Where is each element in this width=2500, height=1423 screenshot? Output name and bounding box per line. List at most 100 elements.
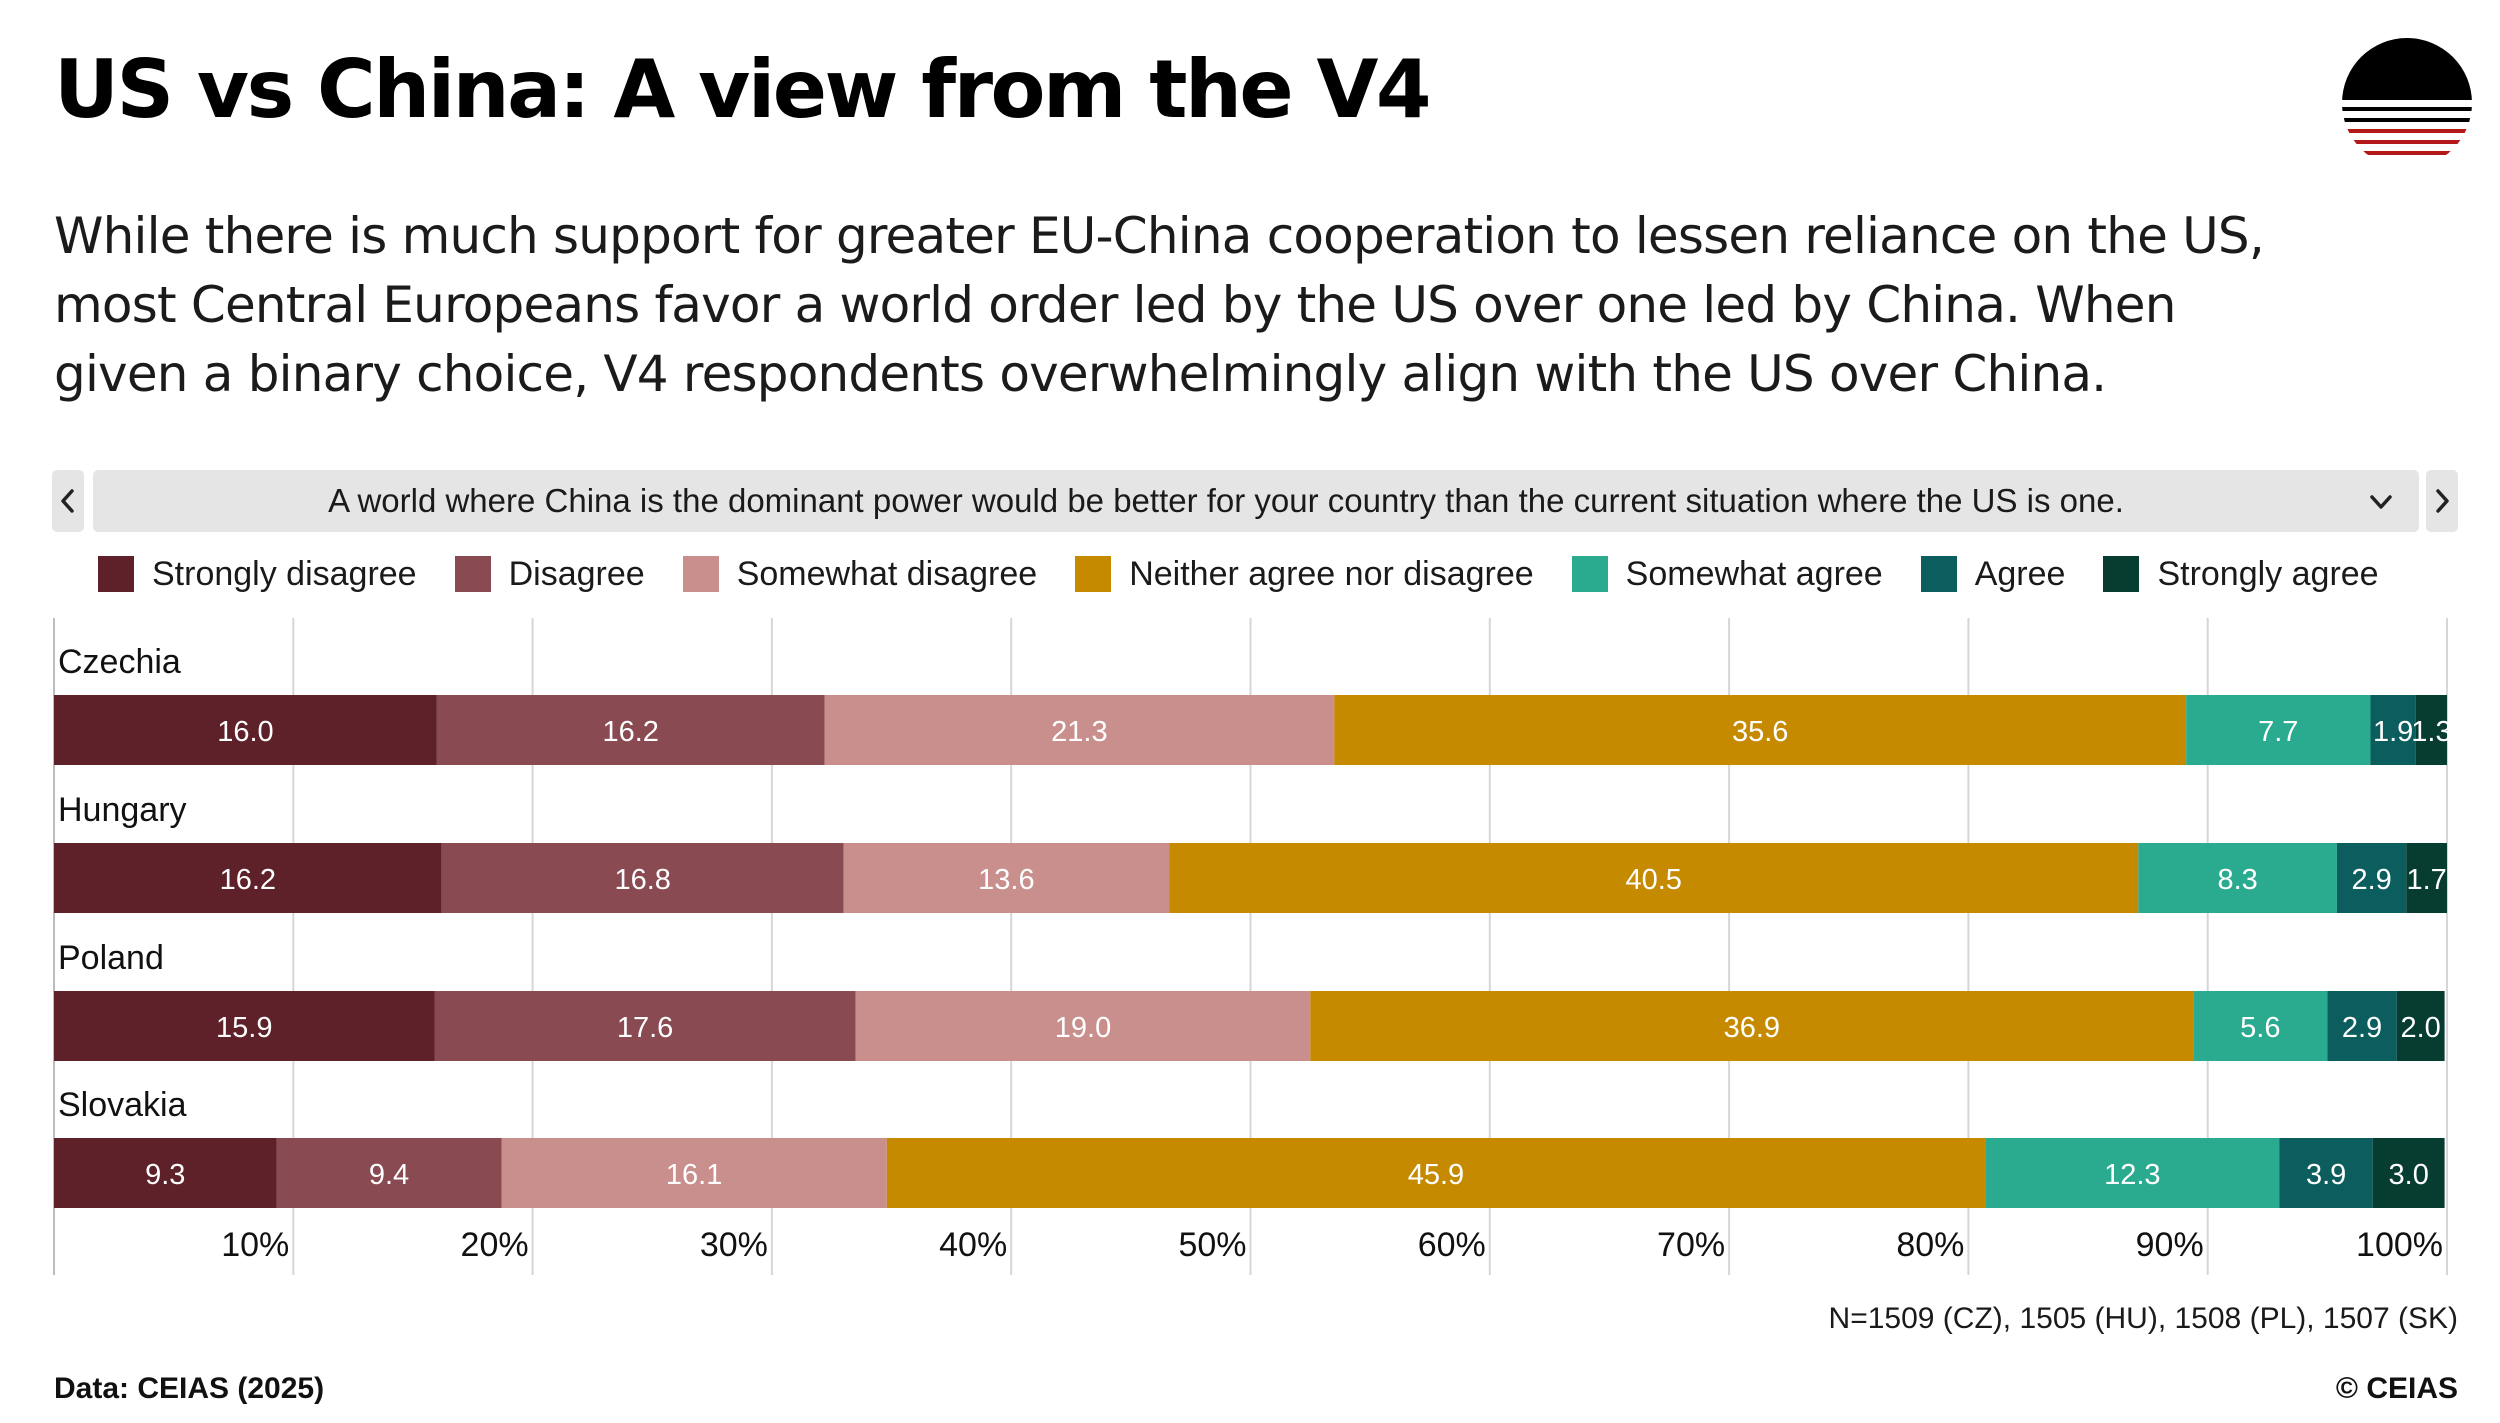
bar-segment bbox=[1310, 991, 2194, 1061]
data-source: Data: CEIAS (2025) bbox=[54, 1372, 325, 1405]
data-label: 12.3 bbox=[2104, 1159, 2160, 1191]
x-tick-label: 90% bbox=[2136, 1226, 2204, 1264]
data-label: 21.3 bbox=[1051, 716, 1107, 748]
country-label: Slovakia bbox=[58, 1086, 187, 1124]
data-label: 1.7 bbox=[2406, 864, 2446, 896]
legend-swatch bbox=[2103, 556, 2140, 592]
data-label: 16.2 bbox=[602, 716, 658, 748]
bar-segment bbox=[54, 695, 437, 765]
bar-segment bbox=[2415, 695, 2447, 765]
data-label: 16.8 bbox=[614, 864, 670, 896]
data-label: 19.0 bbox=[1055, 1012, 1111, 1044]
data-label: 13.6 bbox=[978, 864, 1034, 896]
chart-subtitle: While there is much support for greater … bbox=[54, 207, 2265, 403]
selected-question-text: A world where China is the dominant powe… bbox=[328, 482, 2124, 519]
stacked-bar-chart: Czechia 16.0 16.2 21.3 35.6 7.7 1.91.3 Hungary 1… bbox=[53, 618, 2452, 1275]
bar-segment bbox=[2396, 991, 2445, 1061]
data-label: 9.3 bbox=[145, 1159, 185, 1191]
bar-segment bbox=[276, 1138, 502, 1208]
bar-segment bbox=[54, 1138, 277, 1208]
legend-item[interactable]: Disagree bbox=[454, 554, 645, 594]
bar-segment bbox=[843, 843, 1170, 913]
legend-swatch bbox=[1571, 556, 1608, 592]
data-label: 8.3 bbox=[2217, 864, 2257, 896]
legend-item[interactable]: Somewhat agree bbox=[1571, 554, 1883, 594]
bar-segment bbox=[1169, 843, 2139, 913]
bar-segment bbox=[54, 843, 442, 913]
legend-label: Somewhat agree bbox=[1625, 554, 1883, 593]
x-tick-label: 10% bbox=[221, 1226, 289, 1264]
legend-item[interactable]: Agree bbox=[1920, 554, 2066, 594]
x-tick-label: 20% bbox=[461, 1226, 529, 1264]
data-label: 3.9 bbox=[2306, 1159, 2346, 1191]
x-tick-label: 100% bbox=[2356, 1226, 2443, 1264]
bar-segment bbox=[2193, 991, 2328, 1061]
legend-label: Strongly disagree bbox=[152, 554, 417, 593]
bar-segment bbox=[855, 991, 1311, 1061]
bar-segment bbox=[501, 1138, 887, 1208]
data-label: 1.9 bbox=[2373, 716, 2413, 748]
chart-legend: Strongly disagree Disagree Somewhat disa… bbox=[98, 551, 2458, 597]
country-label: Poland bbox=[58, 939, 164, 977]
legend-label: Agree bbox=[1974, 554, 2066, 593]
bar-segment bbox=[2279, 1138, 2373, 1208]
legend-label: Somewhat disagree bbox=[736, 554, 1038, 593]
x-tick-label: 30% bbox=[700, 1226, 768, 1264]
legend-label: Neither agree nor disagree bbox=[1129, 554, 1534, 593]
data-label: 16.0 bbox=[217, 716, 273, 748]
country-label: Czechia bbox=[58, 643, 181, 681]
chevron-down-icon bbox=[2370, 495, 2392, 509]
legend-swatch bbox=[1075, 556, 1112, 592]
bar-segment bbox=[1985, 1138, 2280, 1208]
legend-item[interactable]: Neither agree nor disagree bbox=[1075, 554, 1534, 594]
chart-title: US vs China: A view from the V4 bbox=[54, 43, 1432, 136]
x-tick-label: 40% bbox=[939, 1226, 1007, 1264]
data-label: 35.6 bbox=[1732, 716, 1788, 748]
legend-swatch bbox=[454, 556, 491, 592]
bar-segment bbox=[441, 843, 844, 913]
chevron-right-icon bbox=[2436, 489, 2449, 513]
data-label: 16.1 bbox=[666, 1159, 722, 1191]
bar-segment bbox=[1334, 695, 2187, 765]
bar-segment bbox=[2186, 695, 2371, 765]
bar-segment bbox=[2370, 695, 2416, 765]
copyright-notice: © CEIAS bbox=[2335, 1372, 2458, 1405]
x-tick-label: 50% bbox=[1178, 1226, 1246, 1264]
data-label: 36.9 bbox=[1724, 1012, 1780, 1044]
data-label: 9.4 bbox=[369, 1159, 409, 1191]
x-tick-label: 60% bbox=[1418, 1226, 1486, 1264]
legend-item[interactable]: Somewhat disagree bbox=[682, 554, 1038, 594]
legend-label: Strongly agree bbox=[2157, 554, 2379, 593]
x-tick-label: 70% bbox=[1657, 1226, 1725, 1264]
bar-segment bbox=[434, 991, 856, 1061]
country-label: Hungary bbox=[58, 791, 187, 829]
data-label: 2.9 bbox=[2342, 1012, 2382, 1044]
data-label: 3.0 bbox=[2389, 1159, 2429, 1191]
legend-swatch bbox=[1920, 556, 1957, 592]
legend-swatch bbox=[98, 556, 134, 592]
previous-question-button[interactable] bbox=[52, 470, 84, 532]
bar-segment bbox=[2336, 843, 2407, 913]
data-label: 2.9 bbox=[2351, 864, 2391, 896]
next-question-button[interactable] bbox=[2426, 470, 2458, 532]
chevron-left-icon bbox=[61, 489, 74, 513]
bar-segment bbox=[436, 695, 825, 765]
ceias-logo-icon bbox=[2342, 38, 2472, 168]
legend-swatch bbox=[682, 556, 719, 592]
legend-label: Disagree bbox=[508, 554, 645, 593]
bar-segment bbox=[2327, 991, 2397, 1061]
data-label: 5.6 bbox=[2240, 1012, 2280, 1044]
bar-segment bbox=[2406, 843, 2447, 913]
data-label: 16.2 bbox=[220, 864, 276, 896]
sample-size-note: N=1509 (CZ), 1505 (HU), 1508 (PL), 1507 … bbox=[1828, 1302, 2458, 1335]
data-label: 2.0 bbox=[2401, 1012, 2441, 1044]
question-dropdown[interactable]: A world where China is the dominant powe… bbox=[93, 470, 2419, 532]
legend-item[interactable]: Strongly agree bbox=[2103, 554, 2379, 594]
data-label: 17.6 bbox=[617, 1012, 673, 1044]
data-label: 7.7 bbox=[2258, 716, 2298, 748]
data-label: 45.9 bbox=[1408, 1159, 1464, 1191]
bar-segment bbox=[886, 1138, 1986, 1208]
bar-segment bbox=[2372, 1138, 2445, 1208]
legend-item[interactable]: Strongly disagree bbox=[98, 555, 417, 594]
bar-segment bbox=[54, 991, 435, 1061]
